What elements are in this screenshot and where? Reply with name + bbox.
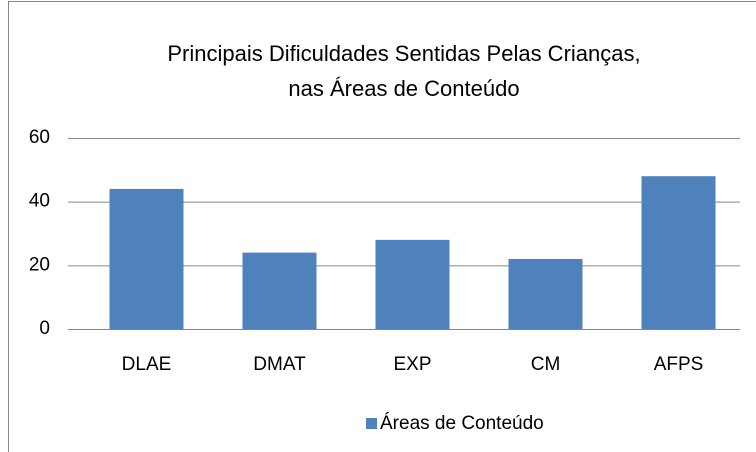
y-tick-label: 40 xyxy=(29,191,50,212)
bar xyxy=(109,188,184,329)
y-tick-label: 60 xyxy=(29,127,50,148)
bar xyxy=(508,258,583,329)
x-tick-label: DLAE xyxy=(122,354,172,375)
x-tick-label: CM xyxy=(531,354,561,375)
legend-label: Áreas de Conteúdo xyxy=(380,413,544,434)
y-tick-label: 0 xyxy=(39,318,50,339)
y-tick-label: 20 xyxy=(29,254,50,275)
legend-swatch xyxy=(366,418,377,429)
x-tick-label: EXP xyxy=(393,354,431,375)
bar xyxy=(641,176,716,329)
bar xyxy=(375,239,450,329)
chart-title: nas Áreas de Conteúdo xyxy=(288,76,519,101)
chart-title: Principais Dificuldades Sentidas Pelas C… xyxy=(167,41,640,66)
x-tick-label: DMAT xyxy=(253,354,306,375)
chart-frame xyxy=(8,1,756,452)
x-tick-label: AFPS xyxy=(654,354,704,375)
bar xyxy=(242,252,317,329)
